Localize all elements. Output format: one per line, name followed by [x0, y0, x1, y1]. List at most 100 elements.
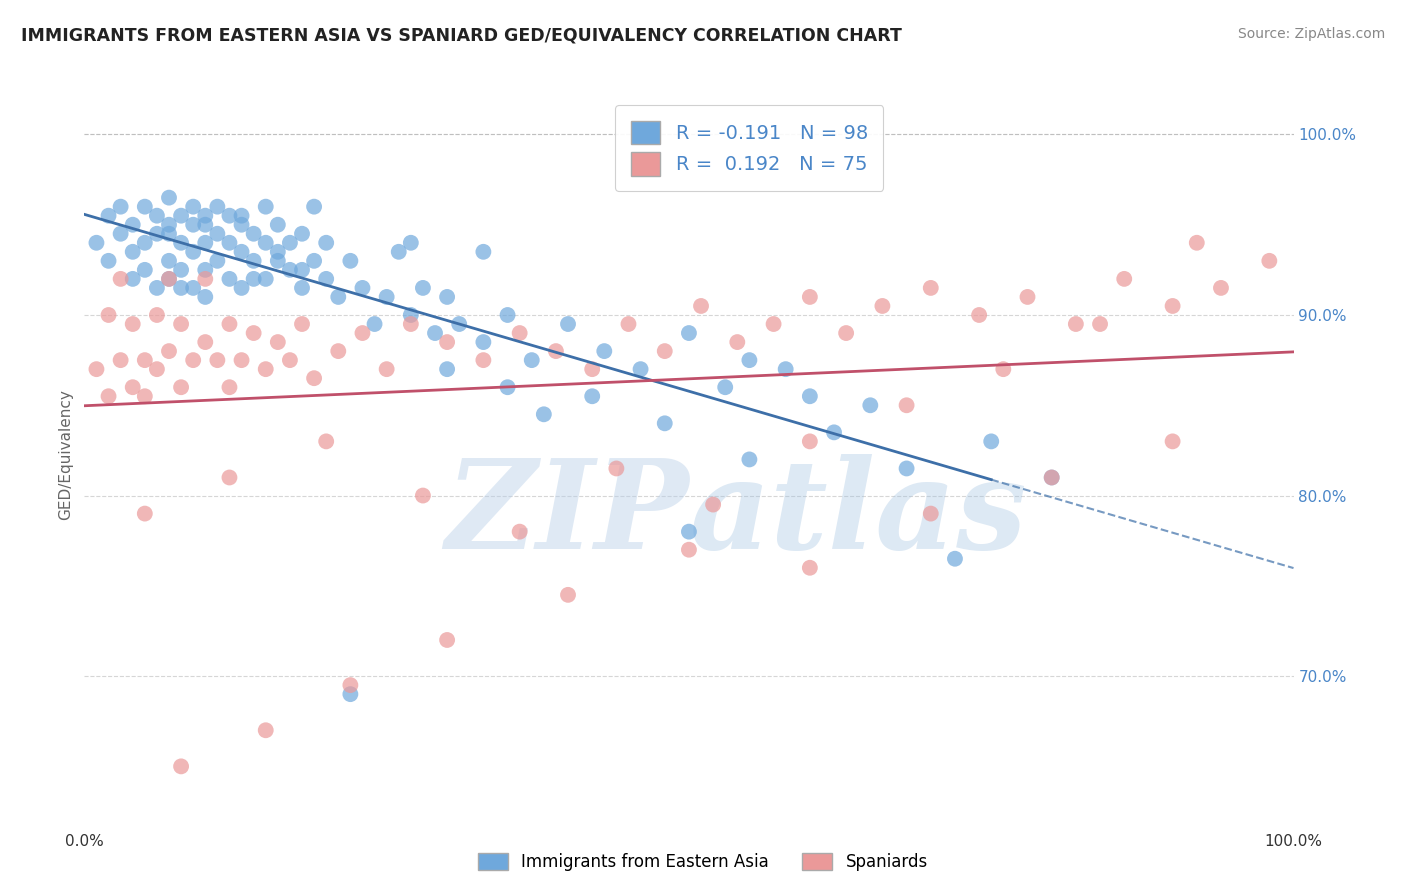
Point	[86, 362, 108, 376]
Point	[630, 362, 652, 376]
Point	[533, 407, 555, 421]
Point	[302, 371, 325, 385]
Point	[170, 209, 193, 223]
Point	[896, 461, 918, 475]
Point	[207, 353, 229, 368]
Point	[835, 326, 858, 340]
Point	[496, 380, 519, 394]
Point	[967, 308, 990, 322]
Y-axis label: GED/Equivalency: GED/Equivalency	[58, 390, 73, 520]
Point	[423, 326, 446, 340]
Point	[1258, 253, 1281, 268]
Point	[242, 272, 264, 286]
Text: Source: ZipAtlas.com: Source: ZipAtlas.com	[1237, 27, 1385, 41]
Point	[194, 263, 217, 277]
Point	[134, 389, 156, 403]
Point	[146, 227, 169, 241]
Point	[157, 218, 180, 232]
Point	[520, 353, 543, 368]
Point	[412, 281, 434, 295]
Point	[363, 317, 385, 331]
Point	[121, 317, 143, 331]
Point	[97, 389, 120, 403]
Point	[472, 334, 495, 349]
Point	[157, 272, 180, 286]
Point	[920, 281, 942, 295]
Point	[231, 281, 253, 295]
Point	[605, 461, 627, 475]
Point	[170, 759, 193, 773]
Point	[339, 253, 361, 268]
Point	[328, 344, 350, 359]
Point	[134, 200, 156, 214]
Point	[436, 334, 458, 349]
Point	[231, 209, 253, 223]
Point	[242, 253, 264, 268]
Point	[218, 272, 240, 286]
Point	[254, 362, 277, 376]
Point	[254, 272, 277, 286]
Point	[291, 227, 314, 241]
Point	[254, 235, 277, 250]
Point	[412, 489, 434, 503]
Point	[762, 317, 785, 331]
Point	[267, 218, 290, 232]
Point	[86, 235, 108, 250]
Point	[157, 272, 180, 286]
Point	[194, 209, 217, 223]
Point	[617, 317, 640, 331]
Point	[1209, 281, 1232, 295]
Point	[1114, 272, 1136, 286]
Point	[654, 417, 676, 431]
Legend: R = -0.191   N = 98, R =  0.192   N = 75: R = -0.191 N = 98, R = 0.192 N = 75	[616, 105, 883, 191]
Point	[97, 253, 120, 268]
Point	[472, 353, 495, 368]
Point	[157, 227, 180, 241]
Point	[170, 263, 193, 277]
Text: ZIP: ZIP	[446, 454, 689, 575]
Text: IMMIGRANTS FROM EASTERN ASIA VS SPANIARD GED/EQUIVALENCY CORRELATION CHART: IMMIGRANTS FROM EASTERN ASIA VS SPANIARD…	[21, 27, 903, 45]
Point	[799, 290, 821, 304]
Point	[678, 542, 700, 557]
Point	[146, 281, 169, 295]
Point	[218, 235, 240, 250]
Point	[194, 235, 217, 250]
Point	[278, 263, 301, 277]
Point	[302, 253, 325, 268]
Point	[194, 334, 217, 349]
Point	[121, 244, 143, 259]
Point	[993, 362, 1015, 376]
Point	[194, 218, 217, 232]
Point	[121, 272, 143, 286]
Point	[207, 253, 229, 268]
Point	[134, 235, 156, 250]
Point	[291, 263, 314, 277]
Point	[181, 353, 204, 368]
Point	[157, 253, 180, 268]
Point	[943, 551, 966, 566]
Point	[291, 281, 314, 295]
Point	[593, 344, 616, 359]
Point	[1064, 317, 1087, 331]
Point	[291, 317, 314, 331]
Point	[823, 425, 845, 440]
Point	[315, 272, 337, 286]
Point	[218, 209, 240, 223]
Point	[278, 235, 301, 250]
Point	[194, 290, 217, 304]
Point	[1161, 434, 1184, 449]
Point	[231, 218, 253, 232]
Point	[896, 398, 918, 412]
Point	[509, 524, 531, 539]
Point	[146, 362, 169, 376]
Point	[472, 244, 495, 259]
Text: #c5d8f0: #c5d8f0	[689, 514, 695, 515]
Point	[170, 317, 193, 331]
Point	[110, 227, 132, 241]
Point	[218, 380, 240, 394]
Point	[1185, 235, 1208, 250]
Point	[267, 334, 290, 349]
Point	[170, 235, 193, 250]
Point	[859, 398, 882, 412]
Point	[97, 209, 120, 223]
